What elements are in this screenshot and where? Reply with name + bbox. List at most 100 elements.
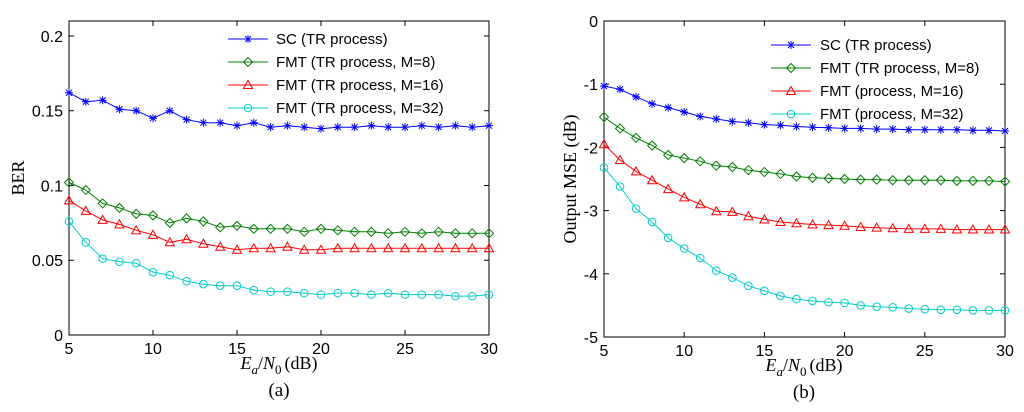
data-point	[727, 161, 738, 173]
data-point	[694, 198, 706, 209]
data-point	[952, 305, 962, 315]
data-point	[678, 191, 690, 202]
data-point	[678, 152, 690, 164]
data-point	[485, 121, 493, 130]
data-point	[791, 217, 802, 228]
data-point	[198, 216, 209, 227]
data-point	[823, 219, 834, 230]
data-point	[114, 218, 125, 229]
legend-marker	[243, 103, 253, 113]
data-point	[164, 217, 176, 229]
data-point	[164, 236, 176, 247]
data-point	[115, 257, 124, 267]
data-point	[855, 221, 866, 232]
x-label-a-sub-a: a	[251, 362, 258, 377]
legend-marker	[785, 85, 797, 95]
legend-marker	[785, 62, 797, 74]
data-point	[680, 108, 689, 117]
data-point	[298, 226, 310, 238]
legend-entry: FMT (process, M=16)	[771, 83, 964, 100]
data-point	[248, 223, 260, 235]
data-point	[283, 121, 292, 130]
data-point	[400, 290, 410, 299]
x-tick-label: 25	[916, 343, 934, 360]
data-point	[631, 204, 641, 214]
data-point	[695, 253, 705, 263]
x-tick-label: 25	[396, 341, 414, 358]
legend-label: FMT (TR process, M=8)	[276, 54, 435, 71]
panel-label-b: (b)	[793, 382, 815, 403]
y-tick-label: 0.05	[32, 253, 63, 270]
y-tick-label: 0.1	[41, 178, 63, 195]
x-tick-label: 10	[675, 343, 693, 360]
y-axis-label-a: BER	[8, 160, 28, 195]
data-point	[808, 123, 817, 132]
data-point	[935, 175, 947, 186]
data-point	[599, 163, 609, 172]
data-point	[600, 82, 608, 91]
plot-area-a	[68, 20, 490, 336]
x-axis-label-a: Ea/N0 (dB)	[239, 353, 317, 377]
data-point	[417, 121, 426, 130]
data-point	[401, 123, 409, 132]
data-point	[983, 175, 995, 187]
y-tick-label: 0.2	[41, 29, 63, 46]
data-point	[760, 286, 769, 296]
data-point	[776, 121, 785, 130]
series-diamond	[598, 111, 1011, 187]
data-point	[97, 198, 108, 209]
data-point	[283, 287, 292, 296]
data-point	[63, 194, 75, 205]
data-point	[214, 222, 226, 233]
data-point	[148, 267, 158, 277]
x-label-n-a: N	[262, 353, 276, 373]
legend-label: SC (TR process)	[276, 31, 388, 48]
x-tick-label: 20	[836, 343, 854, 360]
x-axis-label-b: Ea/N0 (dB)	[764, 355, 842, 379]
x-label-unit-b: (dB)	[810, 355, 843, 376]
data-point	[920, 125, 929, 134]
data-point	[232, 281, 242, 290]
data-point	[1001, 126, 1009, 135]
y-tick-label: -3	[584, 204, 598, 221]
data-point	[350, 123, 359, 132]
data-point	[856, 124, 865, 133]
legend-label: FMT (TR process, M=32)	[276, 100, 444, 117]
data-point	[349, 226, 360, 238]
legend-entry: FMT (TR process, M=16)	[228, 77, 444, 94]
data-point	[367, 290, 376, 299]
legend-b: SC (TR process) FMT (TR process, M=8) FMT …	[771, 37, 979, 123]
y-tick-label: 0	[589, 14, 598, 31]
data-point	[744, 118, 753, 127]
data-point	[711, 266, 721, 275]
data-point	[967, 175, 979, 187]
data-point	[775, 168, 786, 180]
legend-label: FMT (TR process, M=8)	[820, 60, 979, 77]
legend-entry: SC (TR process)	[228, 31, 388, 48]
data-point	[983, 224, 995, 234]
data-point	[333, 123, 342, 132]
x-label-zero-a: 0	[275, 362, 282, 377]
data-point	[433, 242, 444, 253]
series-circle	[64, 217, 494, 301]
x-tick-label: 10	[144, 341, 162, 358]
legend-entry: FMT (process, M=32)	[771, 106, 964, 123]
data-point	[451, 291, 460, 301]
data-point	[182, 115, 191, 124]
data-point	[416, 228, 428, 239]
x-tick-label: 15	[228, 341, 246, 358]
data-point	[114, 202, 125, 214]
y-tick-label: -2	[584, 140, 598, 157]
series-line	[68, 182, 489, 234]
data-point	[231, 244, 243, 254]
legend-marker	[242, 56, 254, 68]
data-point	[249, 285, 259, 295]
data-point	[484, 290, 494, 299]
series-diamond	[63, 177, 495, 239]
data-point	[824, 123, 833, 132]
x-label-n-b: N	[787, 355, 801, 375]
data-point	[904, 304, 914, 313]
data-point	[632, 92, 641, 101]
data-point	[382, 242, 394, 253]
data-point	[366, 226, 377, 238]
